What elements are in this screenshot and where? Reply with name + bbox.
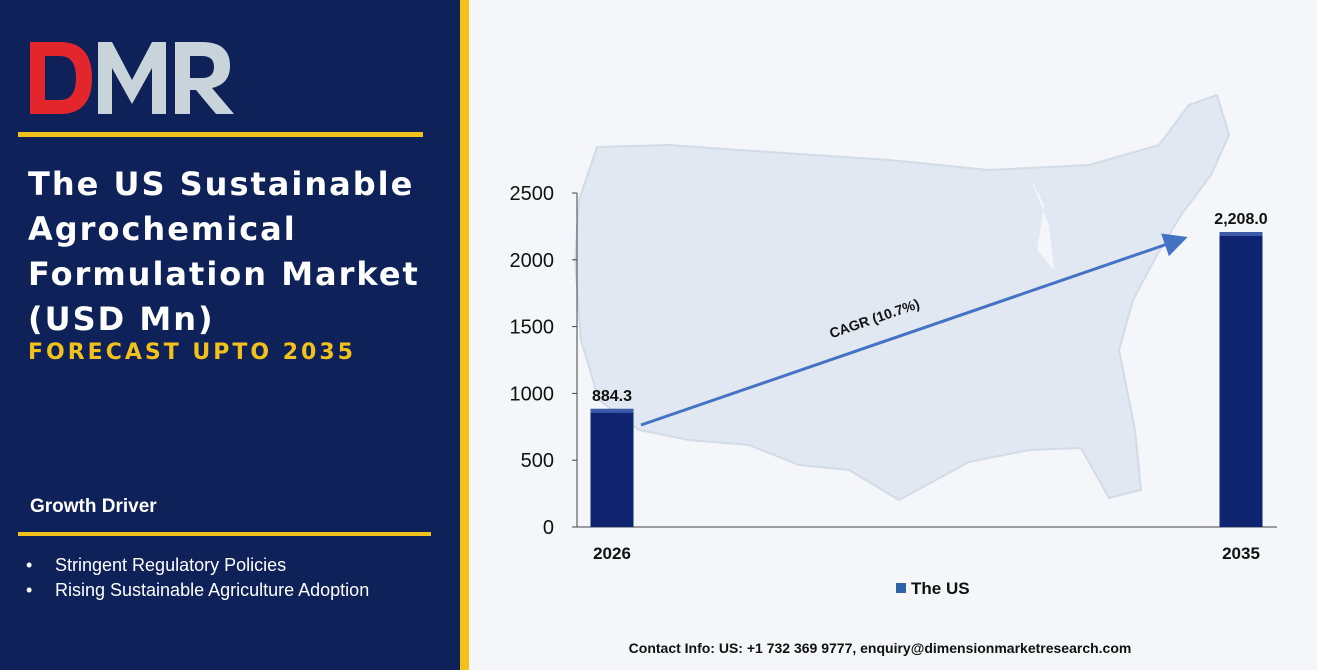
y-tick-label: 2500 <box>510 183 555 205</box>
growth-driver-heading: Growth Driver <box>30 496 157 517</box>
y-tick-label: 1000 <box>510 383 555 405</box>
legend-label: The US <box>911 579 970 598</box>
bar-2035 <box>1219 232 1263 527</box>
bullet-icon: • <box>26 580 33 600</box>
bar-chart: 0 500 1000 1500 2000 2500 884.3 2026 2,208.0 203… <box>510 93 1277 598</box>
x-tick-label: 2026 <box>593 544 631 563</box>
y-tick-label: 1500 <box>510 317 555 339</box>
logo-divider <box>18 132 423 137</box>
us-map-background <box>573 93 1231 502</box>
bullet-icon: • <box>26 555 33 575</box>
driver-text: Stringent Regulatory Policies <box>55 555 287 575</box>
dmr-logo <box>30 38 240 123</box>
page-subtitle: FORECAST UPTO 2035 <box>28 340 356 365</box>
growth-driver-list: • Stringent Regulatory Policies • Rising S… <box>26 553 369 603</box>
bar-top-highlight <box>590 408 634 413</box>
list-item: • Stringent Regulatory Policies <box>26 553 369 578</box>
y-tick-label: 2000 <box>510 250 555 272</box>
data-label: 2,208.0 <box>1214 211 1267 228</box>
list-item: • Rising Sustainable Agriculture Adoption <box>26 578 369 603</box>
left-panel: The US Sustainable Agrochemical Formulat… <box>0 0 460 670</box>
y-tick-label: 500 <box>521 450 554 472</box>
growth-driver-divider <box>18 532 431 536</box>
bar-2026 <box>590 408 634 527</box>
page-title: The US Sustainable Agrochemical Formulat… <box>28 165 420 338</box>
y-tick-label: 0 <box>543 517 554 539</box>
bar-top-highlight <box>1219 232 1263 237</box>
driver-text: Rising Sustainable Agriculture Adoption <box>55 580 370 600</box>
contact-info: Contact Info: US: +1 732 369 9777, enqui… <box>628 640 1132 656</box>
legend-swatch <box>896 583 906 593</box>
cagr-arrow <box>640 233 1188 427</box>
data-label: 884.3 <box>592 388 632 405</box>
legend: The US <box>896 579 970 598</box>
accent-stripe <box>460 0 469 670</box>
x-tick-label: 2035 <box>1222 544 1260 563</box>
